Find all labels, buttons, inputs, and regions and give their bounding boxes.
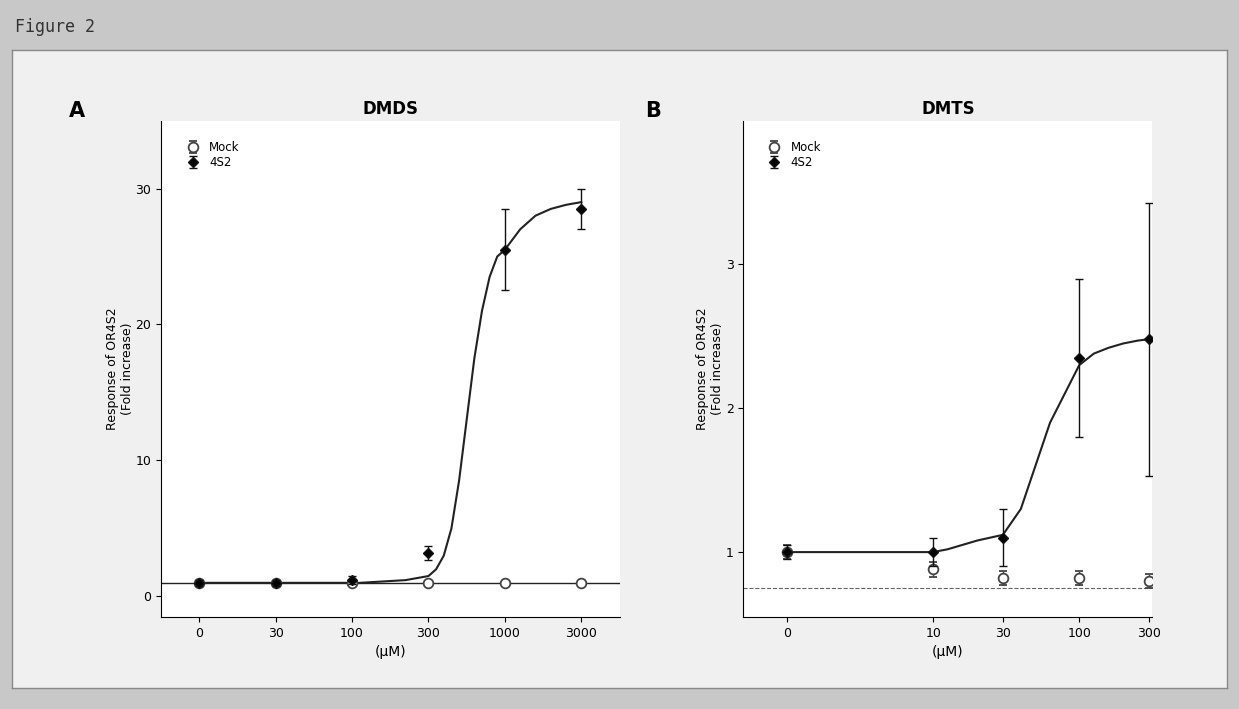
Legend: Mock, 4S2: Mock, 4S2 <box>757 136 825 174</box>
Y-axis label: Response of OR4S2
(Fold increase): Response of OR4S2 (Fold increase) <box>107 308 134 430</box>
X-axis label: (μM): (μM) <box>932 645 964 659</box>
Legend: Mock, 4S2: Mock, 4S2 <box>176 136 244 174</box>
Title: DMTS: DMTS <box>921 99 975 118</box>
Title: DMDS: DMDS <box>362 99 419 118</box>
Text: Figure 2: Figure 2 <box>15 18 95 35</box>
Text: B: B <box>646 101 662 121</box>
X-axis label: (μM): (μM) <box>374 645 406 659</box>
Text: A: A <box>69 101 85 121</box>
Y-axis label: Response of OR4S2
(Fold increase): Response of OR4S2 (Fold increase) <box>696 308 725 430</box>
